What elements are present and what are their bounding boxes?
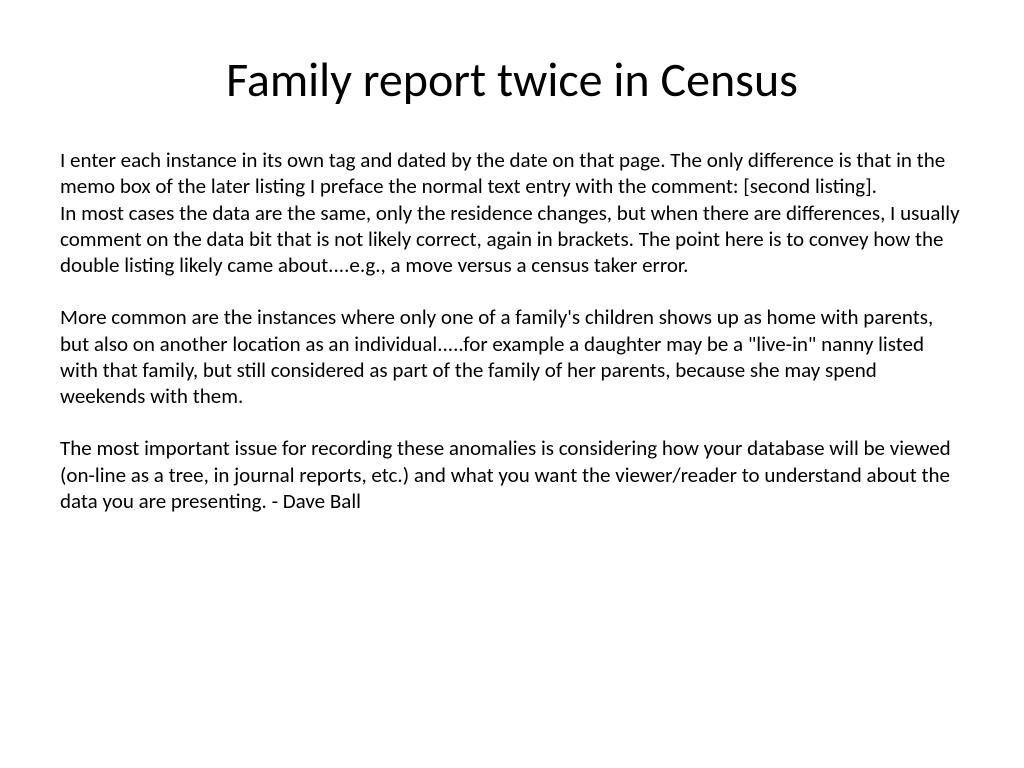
slide-body: I enter each instance in its own tag and… bbox=[60, 147, 964, 514]
paragraph-1: I enter each instance in its own tag and… bbox=[60, 147, 964, 200]
paragraph-3: More common are the instances where only… bbox=[60, 304, 964, 409]
paragraph-2: In most cases the data are the same, onl… bbox=[60, 200, 964, 279]
slide-container: Family report twice in Census I enter ea… bbox=[0, 0, 1024, 768]
paragraph-4: The most important issue for recording t… bbox=[60, 435, 964, 514]
slide-title: Family report twice in Census bbox=[60, 50, 964, 109]
